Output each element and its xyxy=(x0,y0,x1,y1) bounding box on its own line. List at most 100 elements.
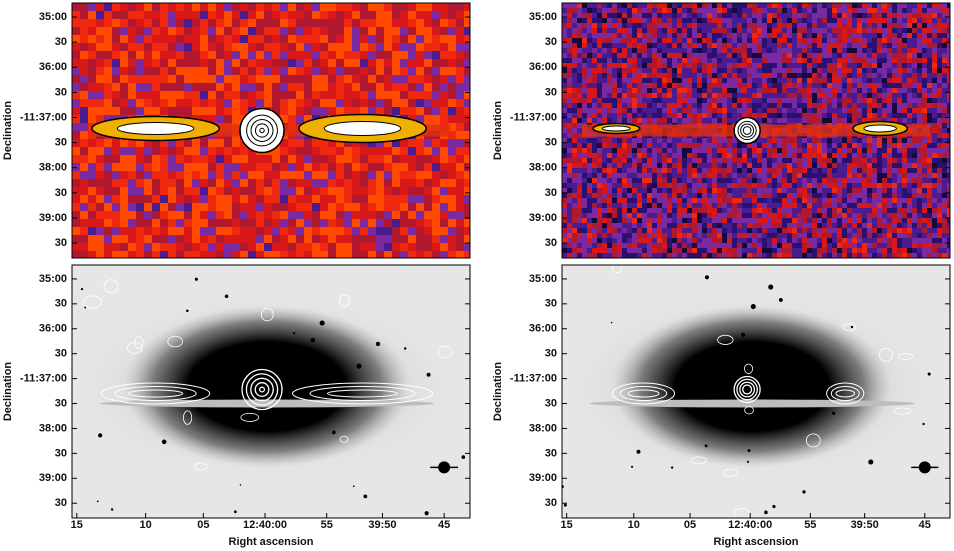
pixel xyxy=(727,188,732,193)
pixel xyxy=(912,78,917,83)
pixel xyxy=(662,8,667,13)
pixel xyxy=(264,195,272,203)
pixel xyxy=(652,213,657,218)
pixel xyxy=(762,38,767,43)
pixel xyxy=(762,33,767,38)
pixel xyxy=(587,178,592,183)
pixel xyxy=(192,83,200,91)
pixel xyxy=(652,158,657,163)
pixel xyxy=(832,203,837,208)
pixel xyxy=(717,8,722,13)
pixel xyxy=(712,188,717,193)
pixel xyxy=(224,91,232,99)
pixel xyxy=(697,178,702,183)
pixel xyxy=(757,48,762,53)
pixel xyxy=(792,58,797,63)
pixel xyxy=(897,208,902,213)
pixel xyxy=(647,148,652,153)
pixel xyxy=(368,35,376,43)
pixel xyxy=(400,139,408,147)
pixel xyxy=(328,67,336,75)
pixel xyxy=(862,193,867,198)
pixel xyxy=(707,148,712,153)
pixel xyxy=(136,51,144,59)
pixel xyxy=(682,93,687,98)
pixel xyxy=(384,211,392,219)
pixel xyxy=(667,168,672,173)
pixel xyxy=(384,67,392,75)
pixel xyxy=(932,3,937,8)
pixel xyxy=(667,178,672,183)
pixel xyxy=(432,35,440,43)
pixel xyxy=(72,251,80,258)
pixel xyxy=(927,103,932,108)
pixel xyxy=(602,118,607,123)
pixel xyxy=(902,78,907,83)
pixel xyxy=(240,163,248,171)
pixel xyxy=(867,138,872,143)
pixel xyxy=(882,53,887,58)
pixel xyxy=(787,3,792,8)
pixel xyxy=(572,23,577,28)
pixel xyxy=(822,33,827,38)
pixel xyxy=(677,58,682,63)
pixel xyxy=(732,113,737,118)
pixel xyxy=(902,163,907,168)
pixel xyxy=(642,118,647,123)
pixel xyxy=(320,51,328,59)
pixel xyxy=(812,63,817,68)
pixel xyxy=(707,173,712,178)
pixel xyxy=(642,23,647,28)
pixel xyxy=(567,133,572,138)
pixel xyxy=(937,163,942,168)
pixel xyxy=(667,173,672,178)
pixel xyxy=(837,148,842,153)
pixel xyxy=(877,158,882,163)
pixel xyxy=(787,213,792,218)
pixel xyxy=(812,3,817,8)
pixel xyxy=(717,103,722,108)
pixel xyxy=(384,155,392,163)
pixel xyxy=(702,73,707,78)
pixel xyxy=(752,183,757,188)
pixel xyxy=(787,138,792,143)
pixel xyxy=(642,58,647,63)
pixel xyxy=(224,11,232,19)
pixel xyxy=(702,38,707,43)
pixel xyxy=(602,73,607,78)
pixel xyxy=(767,153,772,158)
pixel xyxy=(672,183,677,188)
pixel xyxy=(712,18,717,23)
pixel xyxy=(797,178,802,183)
pixel xyxy=(772,13,777,18)
pixel xyxy=(572,73,577,78)
pixel xyxy=(80,155,88,163)
pixel xyxy=(687,103,692,108)
pixel xyxy=(627,118,632,123)
pixel xyxy=(448,187,456,195)
pixel xyxy=(424,75,432,83)
pixel xyxy=(742,198,747,203)
pixel xyxy=(248,203,256,211)
pixel xyxy=(712,43,717,48)
pixel xyxy=(827,148,832,153)
pixel xyxy=(792,93,797,98)
pixel xyxy=(572,123,577,128)
pixel xyxy=(892,148,897,153)
pixel xyxy=(72,123,80,131)
pixel xyxy=(907,98,912,103)
pixel xyxy=(902,48,907,53)
pixel xyxy=(152,187,160,195)
pixel xyxy=(697,43,702,48)
pixel xyxy=(248,19,256,27)
pixel xyxy=(597,83,602,88)
pixel xyxy=(907,93,912,98)
pixel xyxy=(672,213,677,218)
pixel xyxy=(200,227,208,235)
pixel xyxy=(677,148,682,153)
pixel xyxy=(852,108,857,113)
pixel xyxy=(797,103,802,108)
pixel xyxy=(622,188,627,193)
pixel xyxy=(577,123,582,128)
pixel xyxy=(637,203,642,208)
